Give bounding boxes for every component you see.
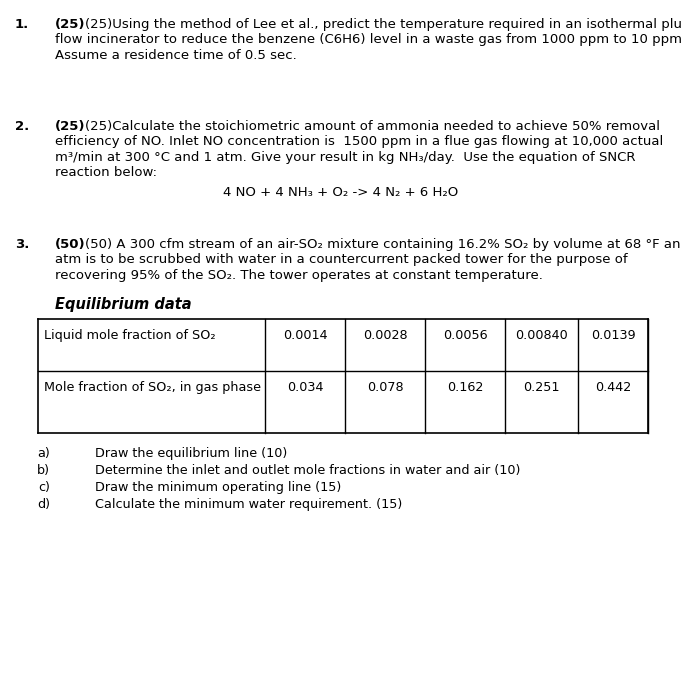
Text: 4 NO + 4 NH₃ + O₂ -> 4 N₂ + 6 H₂O: 4 NO + 4 NH₃ + O₂ -> 4 N₂ + 6 H₂O: [223, 186, 458, 199]
Text: Mole fraction of SO₂, in gas phase: Mole fraction of SO₂, in gas phase: [44, 381, 261, 394]
Text: atm is to be scrubbed with water in a countercurrent packed tower for the purpos: atm is to be scrubbed with water in a co…: [55, 253, 628, 267]
Text: 0.0056: 0.0056: [443, 329, 488, 342]
Text: 0.034: 0.034: [287, 381, 323, 394]
Text: Calculate the minimum water requirement. (15): Calculate the minimum water requirement.…: [95, 498, 402, 511]
Text: 0.0014: 0.0014: [283, 329, 328, 342]
Text: a): a): [37, 447, 50, 460]
Text: 1.: 1.: [15, 18, 29, 31]
Text: Draw the minimum operating line (15): Draw the minimum operating line (15): [95, 481, 341, 494]
Text: reaction below:: reaction below:: [55, 167, 157, 179]
Text: 0.162: 0.162: [447, 381, 484, 394]
Text: 3.: 3.: [15, 238, 29, 251]
Text: (25)Calculate the stoichiometric amount of ammonia needed to achieve 50% removal: (25)Calculate the stoichiometric amount …: [85, 120, 660, 133]
Text: flow incinerator to reduce the benzene (C6H6) level in a waste gas from 1000 ppm: flow incinerator to reduce the benzene (…: [55, 34, 681, 46]
Text: (50): (50): [55, 238, 86, 251]
Text: 0.0028: 0.0028: [363, 329, 407, 342]
Text: (25): (25): [55, 120, 86, 133]
Text: d): d): [37, 498, 50, 511]
Text: 0.251: 0.251: [523, 381, 560, 394]
Text: Draw the equilibrium line (10): Draw the equilibrium line (10): [95, 447, 287, 460]
Text: c): c): [38, 481, 50, 494]
Text: recovering 95% of the SO₂. The tower operates at constant temperature.: recovering 95% of the SO₂. The tower ope…: [55, 269, 543, 282]
Text: 2.: 2.: [15, 120, 29, 133]
Text: b): b): [37, 464, 50, 477]
Text: 0.442: 0.442: [595, 381, 631, 394]
Text: Equilibrium data: Equilibrium data: [55, 297, 191, 312]
Text: Assume a residence time of 0.5 sec.: Assume a residence time of 0.5 sec.: [55, 49, 297, 62]
Text: 0.0139: 0.0139: [590, 329, 635, 342]
Text: (50) A 300 cfm stream of an air-SO₂ mixture containing 16.2% SO₂ by volume at 68: (50) A 300 cfm stream of an air-SO₂ mixt…: [85, 238, 681, 251]
Text: 0.078: 0.078: [366, 381, 403, 394]
Text: (25): (25): [55, 18, 86, 31]
Text: 0.00840: 0.00840: [515, 329, 568, 342]
Text: m³/min at 300 °C and 1 atm. Give your result in kg NH₃/day.  Use the equation of: m³/min at 300 °C and 1 atm. Give your re…: [55, 151, 635, 164]
Text: efficiency of NO. Inlet NO concentration is  1500 ppm in a flue gas flowing at 1: efficiency of NO. Inlet NO concentration…: [55, 136, 663, 148]
Text: Determine the inlet and outlet mole fractions in water and air (10): Determine the inlet and outlet mole frac…: [95, 464, 520, 477]
Text: (25)Using the method of Lee et al., predict the temperature required in an isoth: (25)Using the method of Lee et al., pred…: [85, 18, 681, 31]
Text: Liquid mole fraction of SO₂: Liquid mole fraction of SO₂: [44, 329, 216, 342]
